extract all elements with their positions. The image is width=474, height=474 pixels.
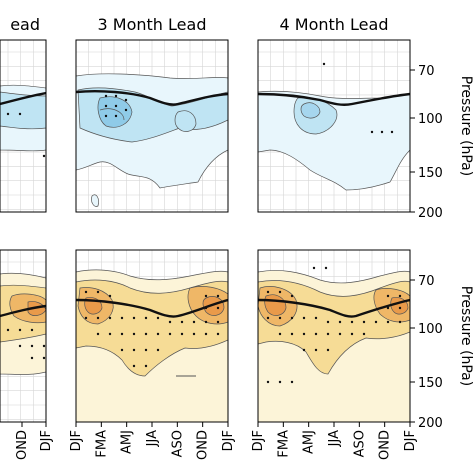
panel-frame — [0, 249, 47, 423]
tropopause-line — [258, 298, 410, 318]
y-axis-row1: 70 100 150 200 Pressure (hPa) — [410, 64, 474, 221]
x-tick-label: OND — [15, 430, 30, 460]
x-tick-label: ASO — [170, 430, 185, 457]
cool-deep-region — [97, 96, 133, 128]
panel-title-3-month-lead: 3 Month Lead — [98, 15, 207, 34]
cool-patch — [91, 194, 99, 207]
tropopause-line — [76, 90, 228, 106]
panel-4-month-lead — [257, 39, 411, 213]
x-tick-label: JJA — [145, 430, 160, 447]
significance-dots — [84, 290, 220, 368]
tropopause-line — [76, 298, 228, 318]
x-tick-label: OND — [378, 430, 393, 460]
tropopause-line — [258, 92, 410, 106]
tropopause-line — [0, 304, 46, 318]
panel-row1-partial-left — [0, 39, 47, 213]
y-tick-label: 70 — [418, 64, 435, 79]
x-axis-row2-partial: OND DJF — [15, 422, 54, 460]
x-tick-label: DJF — [221, 430, 236, 451]
cool-deep-region-2 — [174, 110, 197, 132]
y-tick-label: 100 — [418, 112, 443, 127]
x-tick-label: AMJ — [302, 430, 317, 454]
significance-dots — [266, 266, 402, 384]
x-tick-label: FMA — [276, 430, 291, 458]
panel-3-month-lead — [75, 39, 229, 213]
panel-title-row1-partial: ead — [10, 15, 40, 34]
significance-dots — [6, 112, 46, 158]
y-axis-title: Pressure (hPa) — [458, 76, 474, 176]
significance-dots — [6, 328, 46, 360]
y-tick-label: 150 — [418, 166, 443, 181]
x-tick-label: JJA — [327, 430, 342, 447]
panel-frame — [75, 39, 229, 213]
x-tick-label: DJF — [251, 430, 266, 451]
significance-dots — [322, 62, 394, 134]
panel-frame — [257, 39, 411, 213]
x-tick-label: DJF — [69, 430, 84, 451]
tropopause-line — [0, 91, 46, 106]
y-axis-row2: 70 100 150 200 Pressure (hPa) — [410, 274, 474, 431]
x-tick-label: AMJ — [120, 430, 135, 454]
significance-dots — [104, 94, 128, 118]
cool-deep-region — [300, 102, 321, 119]
contour-line — [99, 108, 125, 121]
y-tick-label: 70 — [418, 274, 435, 289]
y-tick-label: 100 — [418, 322, 443, 337]
panel-frame — [0, 39, 47, 213]
panel-row2-col3 — [257, 249, 411, 423]
y-tick-label: 200 — [418, 206, 443, 221]
panel-row2-col2 — [75, 249, 229, 423]
x-tick-label: DJF — [403, 430, 418, 451]
panel-row2-partial-left — [0, 249, 47, 423]
panel-title-4-month-lead: 4 Month Lead — [280, 15, 389, 34]
x-axis-row2-col3: DJF FMA AMJ JJA ASO OND DJF — [251, 422, 418, 460]
y-axis-title: Pressure (hPa) — [458, 286, 474, 386]
x-axis-row2-col2: DJF FMA AMJ JJA ASO OND DJF — [69, 422, 236, 460]
y-tick-label: 200 — [418, 416, 443, 431]
warm-core-region — [202, 296, 225, 316]
x-tick-label: DJF — [39, 430, 54, 451]
x-tick-label: ASO — [352, 430, 367, 457]
x-tick-label: FMA — [94, 430, 109, 458]
y-tick-label: 150 — [418, 376, 443, 391]
x-tick-label: OND — [196, 430, 211, 460]
